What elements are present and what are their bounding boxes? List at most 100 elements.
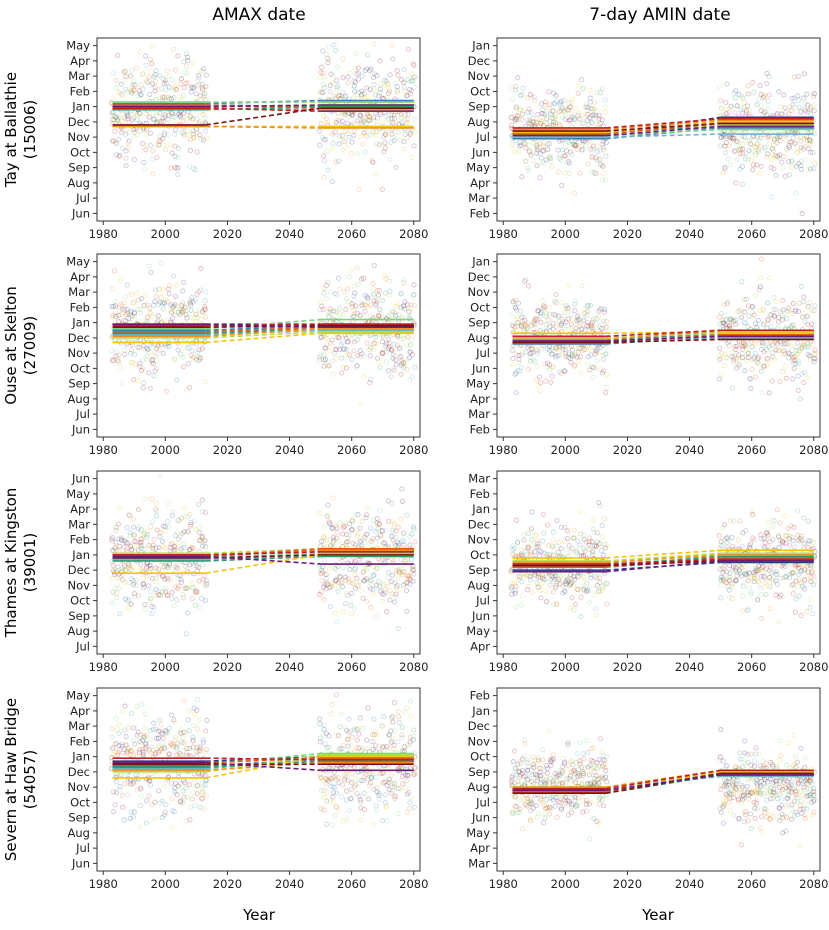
- scatter-point: [148, 82, 154, 89]
- scatter-point: [142, 601, 148, 607]
- x-tick-label: 2080: [799, 443, 828, 457]
- scatter-point: [118, 365, 124, 371]
- scatter-point: [761, 93, 767, 99]
- scatter-point: [523, 158, 529, 165]
- scatter-point: [733, 88, 739, 94]
- scatter-point: [169, 77, 175, 83]
- scatter-point: [180, 288, 186, 294]
- scatter-point: [750, 162, 757, 168]
- scatter-point: [140, 86, 146, 92]
- scatter-point: [123, 311, 129, 317]
- scatter-point: [572, 143, 578, 149]
- scatter-point: [326, 44, 332, 50]
- scatter-point: [161, 95, 167, 101]
- scatter-point: [197, 132, 203, 138]
- scatter-point: [529, 542, 535, 548]
- scatter-point: [777, 111, 784, 117]
- scatter-point: [380, 297, 386, 304]
- scatter-point: [578, 614, 584, 620]
- scatter-point: [594, 107, 600, 113]
- scatter-point: [509, 142, 515, 148]
- scatter-point: [191, 134, 197, 140]
- scatter-point: [160, 76, 166, 82]
- scatter-point: [736, 140, 742, 146]
- scatter-point: [180, 345, 187, 351]
- scatter-point: [388, 112, 394, 118]
- scatter-point: [525, 117, 531, 123]
- scatter-point: [762, 109, 768, 115]
- scatter-point: [737, 151, 743, 157]
- scatter-point: [749, 366, 755, 373]
- x-tick-label: 1980: [489, 660, 518, 674]
- scatter-point: [808, 104, 814, 110]
- scatter-point: [559, 300, 565, 306]
- scatter-point: [150, 171, 156, 177]
- scatter-point: [534, 163, 540, 169]
- scatter-point: [357, 579, 363, 585]
- scatter-point: [794, 150, 800, 156]
- scatter-point: [780, 317, 786, 323]
- scatter-point: [119, 118, 125, 124]
- scatter-point: [352, 79, 358, 85]
- scatter-point: [805, 518, 811, 524]
- scatter-point: [203, 289, 209, 295]
- scatter-point: [575, 113, 581, 119]
- scatter-point: [722, 164, 728, 170]
- scatter-point: [185, 128, 191, 134]
- scatter-point: [551, 108, 557, 114]
- scatter-point: [368, 66, 374, 72]
- scatter-point: [597, 90, 604, 96]
- scatter-point: [571, 116, 577, 122]
- scatter-point: [601, 171, 607, 177]
- scatter-point: [162, 112, 168, 118]
- scatter-point: [335, 93, 341, 99]
- scatter-point: [546, 141, 552, 147]
- scatter-point: [590, 146, 596, 152]
- scatter-point: [337, 92, 343, 98]
- scatter-point: [129, 360, 135, 366]
- scatter-point: [811, 94, 817, 100]
- scatter-point: [166, 73, 172, 79]
- scatter-point: [199, 109, 205, 115]
- scatter-point: [557, 102, 563, 108]
- scatter-point: [768, 165, 774, 171]
- scatter-point: [122, 351, 128, 357]
- x-tick-label: 2060: [337, 443, 366, 457]
- scatter-point: [122, 293, 129, 300]
- scatter-point: [320, 70, 326, 76]
- scatter-point: [561, 153, 567, 159]
- scatter-point: [560, 106, 566, 112]
- scatter-point: [514, 117, 520, 123]
- scatter-point: [407, 131, 413, 137]
- scatter-point: [404, 134, 411, 140]
- scatter-point: [551, 119, 557, 125]
- scatter-point: [566, 282, 572, 288]
- scatter-point: [185, 80, 191, 86]
- scatter-point: [725, 156, 731, 162]
- scatter-point: [115, 356, 121, 362]
- scatter-point: [109, 112, 115, 118]
- scatter-point: [561, 108, 567, 114]
- scatter-point: [807, 604, 813, 611]
- scatter-point: [390, 120, 396, 126]
- scatter-point: [544, 110, 550, 116]
- scatter-point: [334, 64, 340, 70]
- scatter-point: [518, 92, 524, 98]
- scatter-point: [547, 111, 553, 117]
- scatter-point: [323, 116, 329, 122]
- scatter-point: [546, 317, 552, 323]
- scatter-point: [774, 154, 780, 160]
- scatter-point: [119, 381, 125, 387]
- scatter-point: [158, 295, 164, 301]
- y-tick-label: Oct: [470, 548, 490, 562]
- scatter-point: [191, 135, 197, 141]
- scatter-point: [116, 152, 123, 158]
- scatter-point: [116, 115, 122, 121]
- scatter-point: [398, 371, 404, 377]
- scatter-point: [125, 145, 131, 151]
- scatter-point: [395, 625, 401, 632]
- scatter-point: [795, 387, 801, 393]
- scatter-point: [143, 606, 149, 612]
- scatter-point: [329, 178, 335, 185]
- scatter-point: [125, 113, 131, 119]
